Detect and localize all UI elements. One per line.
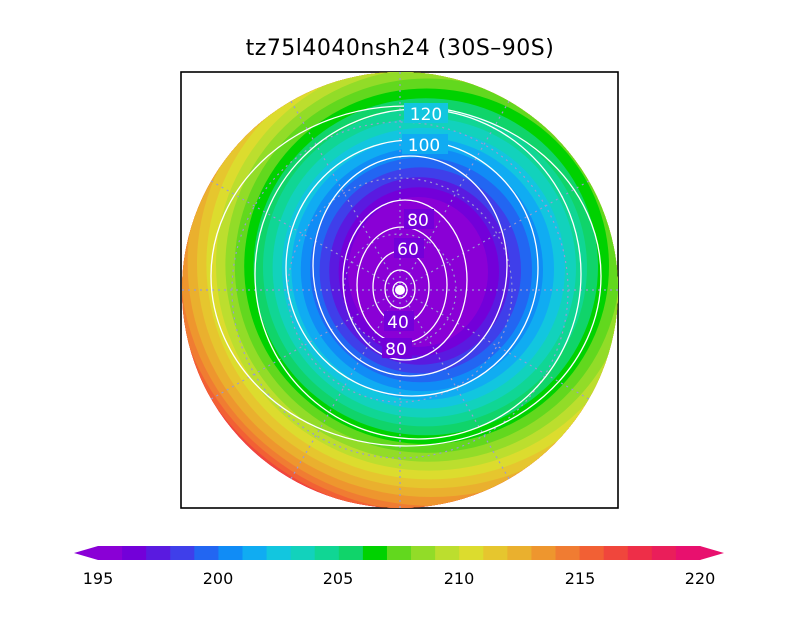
temperature-field (182, 72, 618, 508)
colorbar-tick-205: 205 (323, 569, 354, 588)
colorbar-swatch (603, 546, 629, 560)
colorbar-swatch (651, 546, 677, 560)
colorbar-tick-210: 210 (444, 569, 475, 588)
colorbar-swatch (386, 546, 412, 560)
colorbar (74, 546, 724, 560)
contour-labels: 120 100 80 60 40 80 (382, 103, 448, 360)
colorbar-max-arrow (700, 546, 724, 560)
colorbar-tick-195: 195 (83, 569, 114, 588)
colorbar-swatch (338, 546, 364, 560)
colorbar-swatch (555, 546, 581, 560)
contour-label-100: 100 (408, 136, 440, 156)
colorbar-swatch (579, 546, 605, 560)
contour-line (312, 155, 508, 377)
plot-title: tz75l4040nsh24 (30S–90S) (245, 36, 555, 61)
colorbar-swatch (122, 546, 147, 560)
colorbar-swatch (170, 546, 195, 560)
colorbar-swatch (675, 546, 701, 560)
meridian-line (284, 289, 401, 490)
contour-line (384, 269, 416, 309)
colorbar-swatch (194, 546, 219, 560)
meridian-line (399, 174, 600, 291)
colorbar-swatch (314, 546, 340, 560)
meridian-line (284, 90, 401, 291)
colorbar-swatch (531, 546, 557, 560)
colorbar-swatch (483, 546, 508, 560)
contour-label-80-top: 80 (407, 211, 429, 231)
contour-label-120: 120 (410, 105, 442, 125)
colorbar-labels: 195 200 205 210 215 220 (83, 569, 716, 588)
colorbar-swatch (98, 546, 123, 560)
meridian-line (399, 90, 516, 291)
meridian-line (200, 174, 401, 291)
colorbar-swatch (459, 546, 484, 560)
colorbar-tick-220: 220 (685, 569, 716, 588)
pole-marker (395, 285, 405, 295)
contour-line (392, 281, 408, 299)
contour-label-60: 60 (397, 240, 419, 260)
meridian-line (200, 289, 401, 406)
colorbar-swatch (146, 546, 171, 560)
meridian-line (399, 289, 516, 490)
colorbar-swatch (627, 546, 653, 560)
colorbar-swatch (242, 546, 268, 560)
colorbar-swatch (362, 546, 388, 560)
colorbar-swatch (411, 546, 436, 560)
colorbar-swatch (266, 546, 292, 560)
colorbar-swatch (290, 546, 316, 560)
colorbar-tick-215: 215 (565, 569, 596, 588)
colorbar-tick-200: 200 (203, 569, 234, 588)
colorbar-swatch (507, 546, 532, 560)
meridian-line (399, 289, 600, 406)
colorbar-swatch (218, 546, 243, 560)
latitude-circle (287, 177, 513, 403)
contour-label-80-bottom: 80 (385, 340, 407, 360)
colorbar-swatch (435, 546, 460, 560)
colorbar-min-arrow (74, 546, 98, 560)
contour-label-40: 40 (387, 313, 409, 333)
contour-line (342, 199, 468, 361)
lat-lon-grid (182, 72, 618, 508)
